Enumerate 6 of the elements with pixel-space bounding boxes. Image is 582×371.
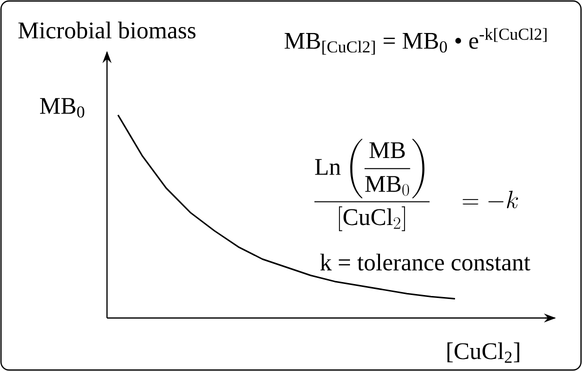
annotation: $\frac{\mathrm{Ln}\left(\dfrac{\mathrm{MB}}{\mathrm{MB}_{0}}\right)}{[\mathrm{CuCl}_{2}]}\quad = -k$ [314,138,518,232]
x-axis-title: [CuCl$_{2}$] [447,342,520,363]
y-axis-title: Microbial biomass [18,22,196,39]
annotation: k = tolerance constant [320,254,530,271]
text: MB$_{0}$ [40,98,84,118]
text: MB$_{[CuCl2]}$ = MB$_{0}$ • e$^{-k[CuCl2]}$ [284,28,547,55]
